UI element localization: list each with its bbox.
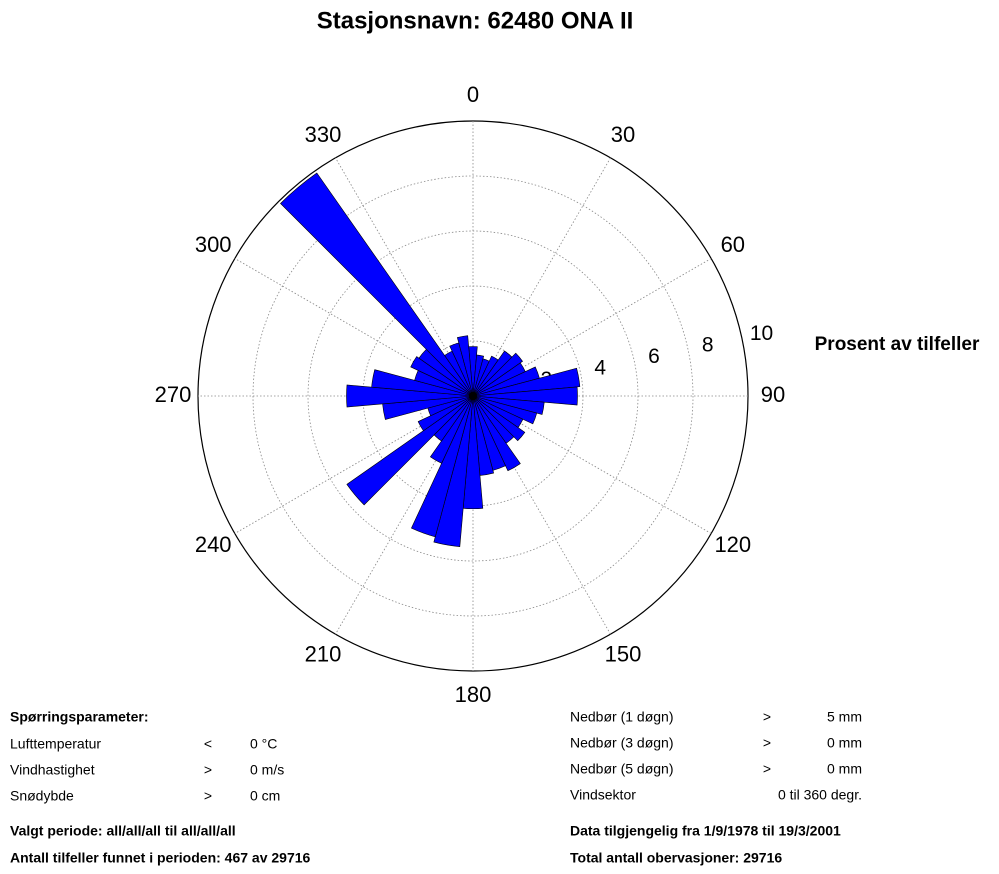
angle-tick-label: 330 — [305, 122, 342, 147]
wind-bar — [472, 386, 578, 406]
angle-tick-label: 30 — [611, 122, 635, 147]
angle-tick-label: 90 — [761, 382, 785, 407]
param-value: 0 °C — [250, 736, 277, 752]
wind-bar — [411, 395, 474, 538]
wind-bar — [472, 395, 538, 425]
grid-spoke — [234, 258, 712, 534]
wind-bar — [472, 352, 523, 397]
wind-bar — [456, 335, 474, 397]
r-tick-label: 6 — [648, 345, 660, 368]
wind-bar — [472, 367, 581, 397]
param-value: 0 cm — [250, 788, 280, 804]
wind-bar — [429, 395, 474, 464]
wind-bar — [346, 384, 474, 408]
param-label: Nedbør (3 døgn) — [570, 735, 673, 751]
angle-tick-label: 210 — [305, 642, 342, 667]
param-operator: > — [763, 709, 771, 725]
chart-title: Stasjonsnavn: 62480 ONA II — [317, 7, 634, 34]
grid-spoke — [335, 157, 611, 635]
param-label: Nedbør (5 døgn) — [570, 761, 673, 777]
param-operator: > — [204, 788, 212, 804]
param-label: Nedbør (1 døgn) — [570, 709, 673, 725]
grid-spoke — [335, 157, 611, 635]
angle-tick-label: 150 — [605, 642, 642, 667]
r-tick-label: 4 — [594, 357, 606, 380]
param-label: Snødybde — [10, 788, 74, 804]
wind-bar — [346, 395, 474, 506]
angle-tick-label: 300 — [195, 232, 232, 257]
param-value: 0 m/s — [250, 762, 284, 778]
param-operator: > — [763, 761, 771, 777]
angle-tick-label: 120 — [714, 532, 751, 557]
section-heading: Spørringsparameter: — [10, 709, 148, 725]
grid-spoke — [234, 258, 712, 534]
param-operator: < — [204, 736, 212, 752]
wind-bar — [410, 356, 474, 397]
angle-tick-label: 0 — [467, 82, 479, 107]
wind-bar — [472, 395, 526, 442]
center-dot — [469, 392, 477, 400]
r-tick-label: 8 — [702, 334, 714, 357]
param-value: 0 mm — [827, 761, 862, 777]
param-value: 0 til 360 degr. — [778, 787, 862, 803]
wind-bar — [280, 172, 474, 397]
param-operator: > — [204, 762, 212, 778]
footer-text: Valgt periode: all/all/all til all/all/a… — [10, 823, 236, 839]
r-tick-label: 10 — [750, 322, 773, 345]
angle-tick-label: 180 — [455, 682, 492, 707]
param-value: 5 mm — [827, 709, 862, 725]
footer-text: Data tilgjengelig fra 1/9/1978 til 19/3/… — [570, 823, 841, 839]
param-value: 0 mm — [827, 735, 862, 751]
angle-tick-label: 60 — [721, 232, 745, 257]
param-label: Lufttemperatur — [10, 736, 101, 752]
wind-bar — [417, 395, 474, 432]
angle-tick-label: 270 — [155, 382, 192, 407]
param-label: Vindsektor — [570, 787, 636, 803]
angle-tick-label: 240 — [195, 532, 232, 557]
footer-text: Antall tilfeller funnet i perioden: 467 … — [10, 850, 311, 866]
param-operator: > — [763, 735, 771, 751]
footer-text: Total antall obervasjoner: 29716 — [570, 850, 782, 866]
wind-bar — [472, 395, 521, 472]
param-label: Vindhastighet — [10, 762, 95, 778]
axis-label: Prosent av tilfeller — [815, 334, 980, 355]
